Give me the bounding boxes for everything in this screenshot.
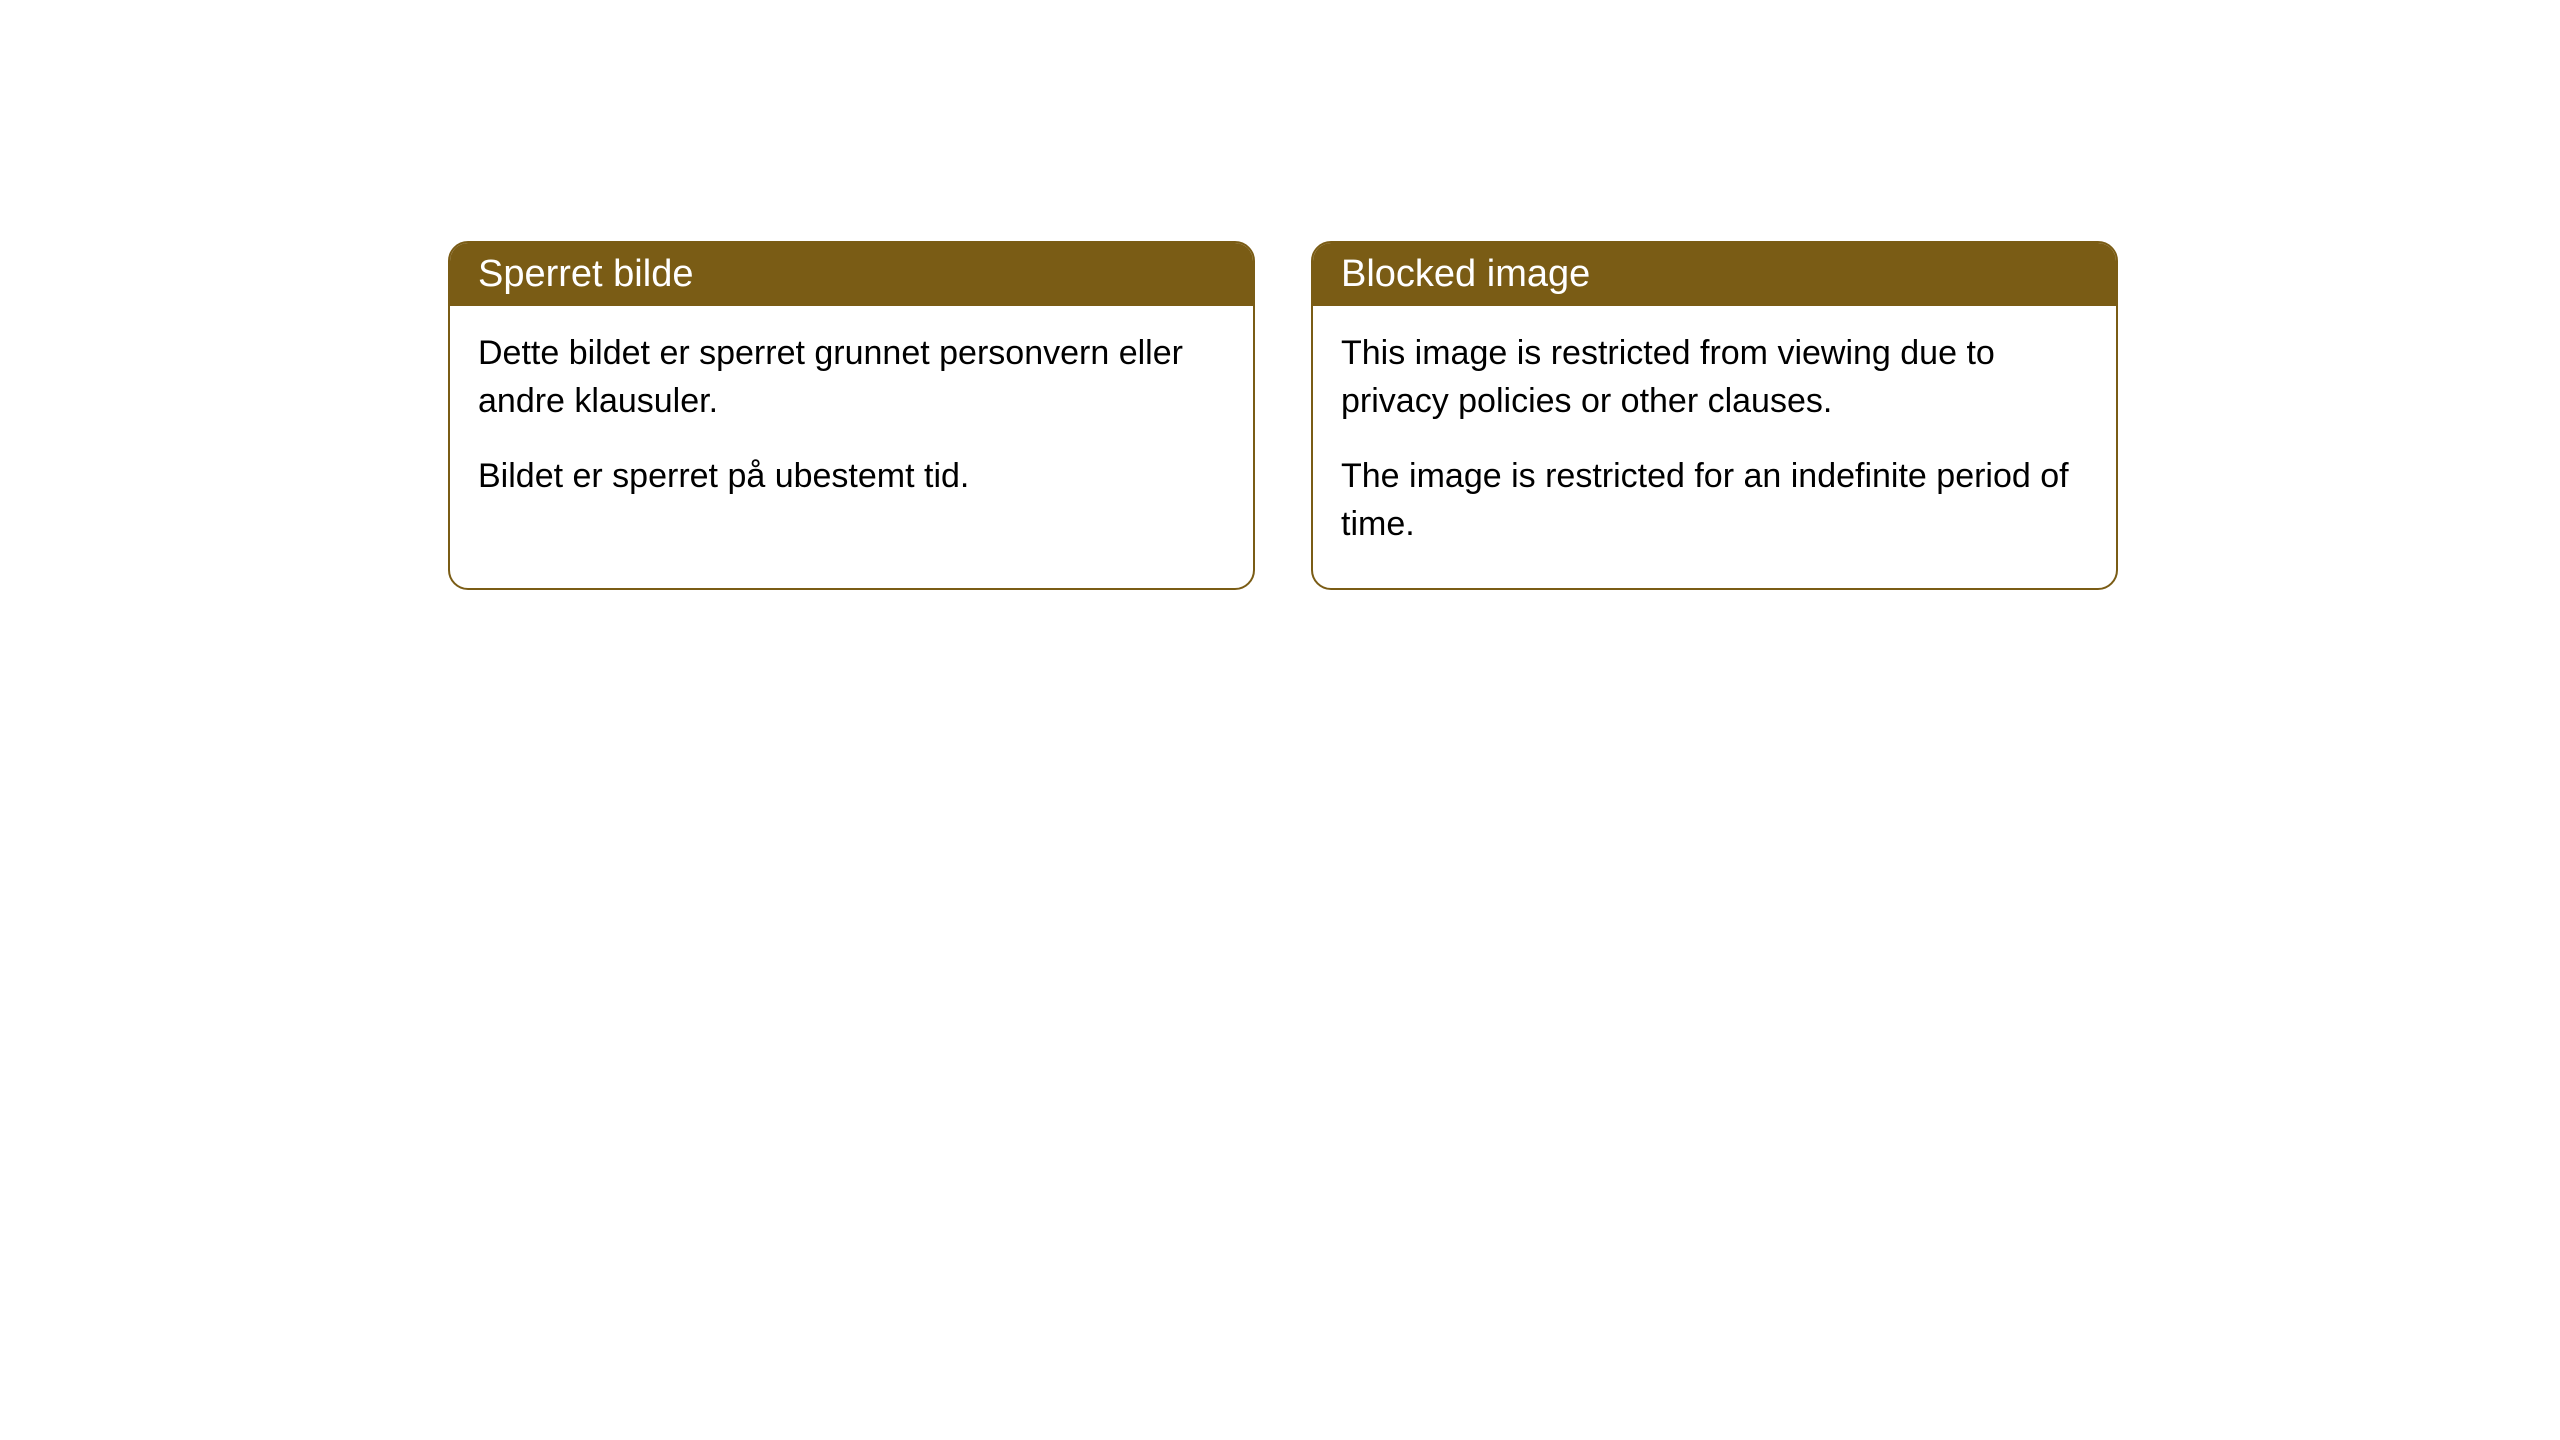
card-header: Blocked image [1313,243,2116,306]
card-title: Sperret bilde [478,253,693,295]
card-header: Sperret bilde [450,243,1253,306]
notice-card-english: Blocked image This image is restricted f… [1311,241,2118,590]
notice-container: Sperret bilde Dette bildet er sperret gr… [0,0,2560,590]
notice-card-norwegian: Sperret bilde Dette bildet er sperret gr… [448,241,1255,590]
card-title: Blocked image [1341,253,1590,295]
card-body: This image is restricted from viewing du… [1313,306,2116,588]
card-body: Dette bildet er sperret grunnet personve… [450,306,1253,541]
card-paragraph: The image is restricted for an indefinit… [1341,453,2088,548]
card-paragraph: Bildet er sperret på ubestemt tid. [478,453,1225,501]
card-paragraph: Dette bildet er sperret grunnet personve… [478,330,1225,425]
card-paragraph: This image is restricted from viewing du… [1341,330,2088,425]
